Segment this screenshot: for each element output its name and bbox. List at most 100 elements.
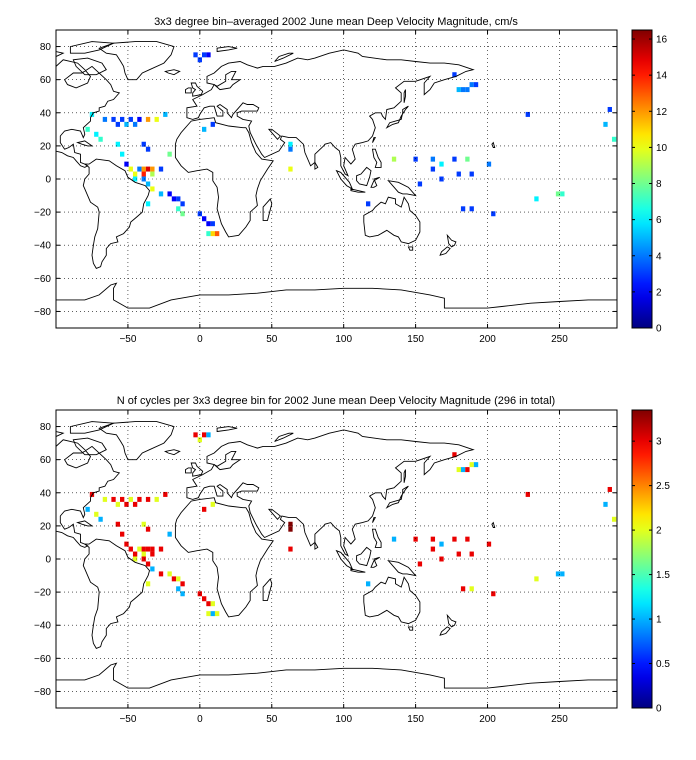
data-bin: [486, 161, 492, 167]
data-bin: [210, 231, 215, 237]
data-bin: [469, 171, 474, 177]
data-bin: [132, 551, 138, 557]
x-tick-label: 50: [266, 334, 278, 345]
coastline: [56, 51, 65, 57]
coastline: [363, 196, 421, 245]
data-bin: [141, 521, 146, 527]
data-bin: [180, 201, 185, 207]
coastline: [370, 556, 380, 568]
data-bin: [465, 87, 470, 93]
coastline: [407, 626, 414, 631]
data-bin: [102, 116, 108, 122]
data-bin: [120, 116, 125, 122]
data-bin: [417, 181, 423, 187]
colorbar-tick-label: 1.5: [656, 570, 670, 581]
coastline: [350, 568, 366, 573]
data-bin: [465, 467, 470, 473]
x-tick-label: 150: [407, 334, 424, 345]
data-bin: [460, 206, 466, 212]
data-bin: [158, 166, 164, 172]
data-bin: [288, 146, 293, 152]
coastline: [387, 180, 417, 197]
data-bin: [115, 121, 121, 127]
data-bin: [452, 156, 457, 162]
data-bin: [158, 546, 164, 552]
data-bin: [534, 196, 539, 202]
data-bin: [214, 611, 220, 617]
data-bin: [176, 576, 181, 582]
x-tick-label: 200: [479, 714, 496, 725]
data-bin: [206, 231, 211, 237]
colorbar-tick-label: 14: [656, 71, 668, 82]
data-bin: [171, 196, 177, 202]
data-bin: [150, 186, 155, 192]
data-bin: [210, 221, 215, 227]
colorbar-tick-label: 4: [656, 251, 662, 262]
data-bin: [154, 496, 159, 502]
y-tick-label: 80: [40, 422, 52, 433]
data-bin: [288, 521, 293, 527]
data-bin: [124, 541, 129, 547]
data-bin: [158, 191, 164, 197]
colorbar-tick-label: 2: [656, 526, 662, 537]
data-bin: [430, 166, 436, 172]
data-bin: [603, 501, 608, 507]
coastline: [186, 429, 475, 557]
data-bin: [137, 166, 142, 172]
y-tick-label: −40: [34, 241, 51, 252]
data-bin: [430, 156, 436, 162]
data-bin: [115, 501, 121, 507]
data-bin: [439, 556, 444, 562]
data-bin: [145, 166, 151, 172]
coastline: [403, 469, 406, 483]
data-bin: [206, 52, 211, 58]
coastline: [98, 41, 175, 81]
x-tick-label: −50: [119, 334, 136, 345]
coastline: [72, 437, 107, 456]
coastline: [267, 128, 282, 140]
data-bin: [145, 581, 151, 587]
data-bin: [210, 501, 215, 507]
data-bin: [124, 161, 129, 167]
coastline: [190, 462, 204, 477]
data-bin: [202, 506, 207, 512]
data-bin: [452, 452, 457, 458]
colorbar-tick-label: 0: [656, 324, 662, 335]
data-bin: [439, 176, 444, 182]
coastline: [82, 538, 150, 649]
data-bin: [202, 126, 207, 132]
map-plot-area: −50 0 50 100 150 200 250 −80 −60 −40 −20 0 20 40 60 80: [34, 409, 618, 725]
colorbar-tick-label: 8: [656, 179, 662, 190]
coastline: [82, 158, 150, 269]
data-bin: [167, 531, 172, 537]
x-tick-label: 0: [197, 334, 203, 345]
y-tick-label: 0: [45, 175, 51, 186]
colorbar-scale: [631, 29, 653, 329]
x-tick-label: 50: [266, 714, 278, 725]
data-bin: [141, 166, 146, 172]
data-bin: [465, 536, 470, 542]
data-bin: [206, 221, 211, 227]
data-bin: [456, 171, 461, 177]
coastline: [186, 49, 475, 177]
data-bin: [132, 121, 138, 127]
coastline: [69, 41, 116, 54]
data-bin: [180, 211, 185, 217]
data-bin: [603, 121, 608, 127]
data-bin: [473, 82, 479, 88]
data-bin: [206, 432, 211, 438]
data-bin: [288, 546, 293, 552]
y-tick-label: 40: [40, 488, 52, 499]
coastline: [262, 197, 273, 221]
map-plot-area: −50 0 50 100 150 200 250 −80 −60 −40 −20 0 20 40 60 80: [34, 29, 618, 345]
data-bin: [611, 516, 617, 522]
data-bin: [145, 561, 151, 567]
data-bin: [611, 136, 617, 142]
coastline: [216, 426, 238, 433]
data-bin: [128, 166, 133, 172]
data-bin: [124, 121, 129, 127]
data-bin: [132, 171, 138, 177]
data-bin: [469, 82, 474, 88]
x-tick-label: 250: [551, 714, 568, 725]
coastline: [98, 421, 175, 461]
